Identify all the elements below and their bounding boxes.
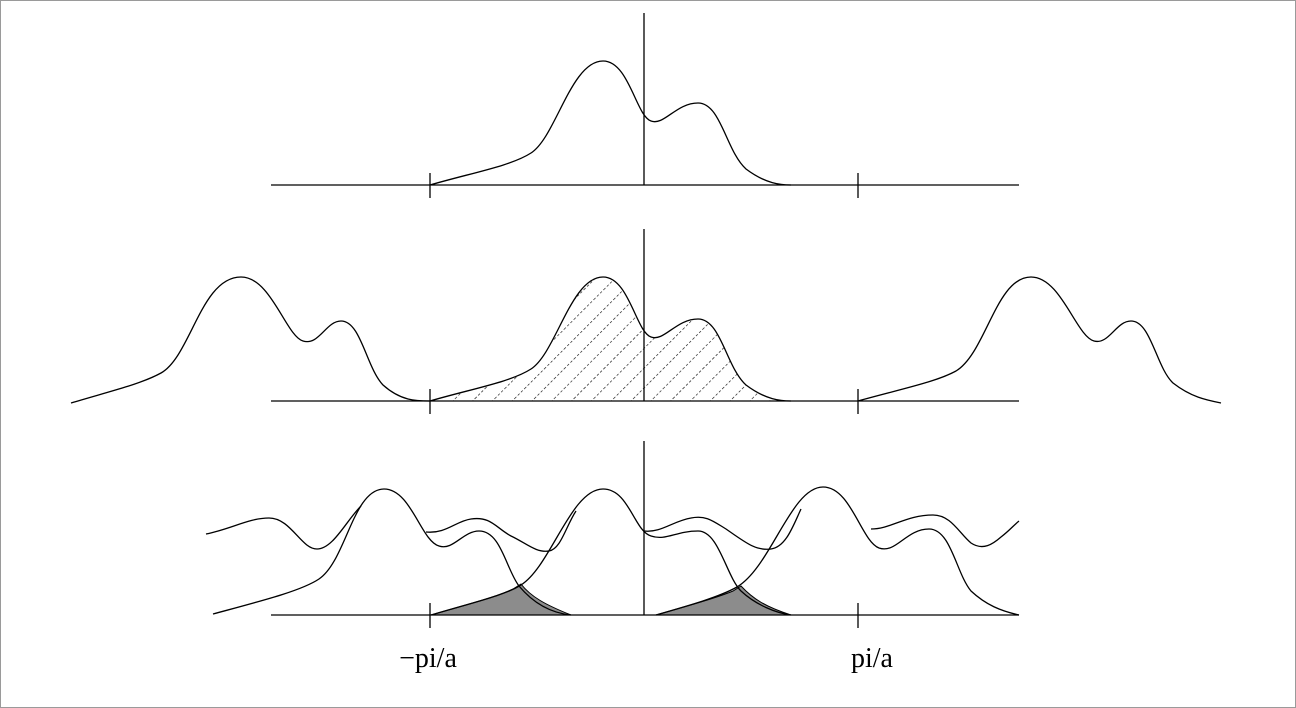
tick-label-pi-over-a: pi/a (851, 643, 893, 674)
panel-3-wavy-curve-left (205, 505, 362, 550)
panel-2 (70, 229, 1222, 414)
panel-2-right-replica-curve (857, 276, 1222, 404)
panel-2-center-replica-curve (429, 276, 792, 402)
panel-3-wavy-curve-upper-mid (643, 508, 802, 550)
panel-3 (205, 441, 1020, 628)
panel-2-left-replica-curve (70, 276, 431, 404)
panel-3-shaded-area-right (655, 585, 792, 616)
panel-1 (271, 13, 1019, 198)
panel-1-spectrum-curve (429, 60, 792, 186)
panel-3-wavy-curve-upper-left (425, 510, 577, 552)
panel-2-hatched-area (430, 277, 791, 401)
panel-3-replica-curve-3 (655, 486, 1020, 616)
panel-3-wavy-curve-upper-right (870, 514, 1020, 548)
panel-3-replica-curve-1 (212, 488, 572, 616)
tick-label-minus-pi-over-a: −pi/a (399, 643, 457, 674)
